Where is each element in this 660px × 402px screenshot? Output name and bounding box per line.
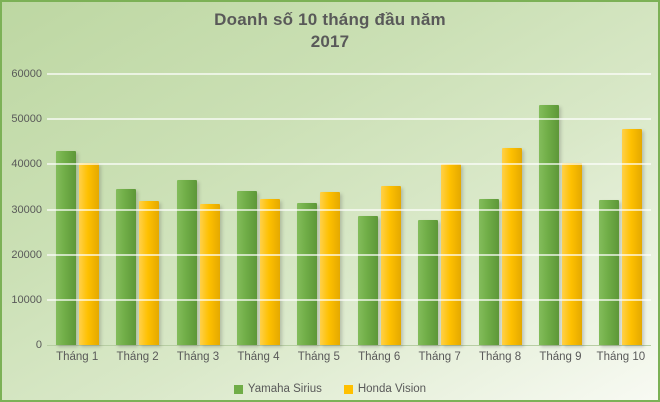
bar-group-8 <box>470 74 530 345</box>
bar-yamaha-sirius-4 <box>236 191 257 345</box>
x-axis-label-8: Tháng 8 <box>478 351 522 363</box>
x-axis-label-6: Tháng 6 <box>358 351 401 363</box>
legend-label-honda-vision: Honda Vision <box>357 383 427 395</box>
gridline-30000 <box>47 208 651 211</box>
x-axis-label-5: Tháng 5 <box>297 351 340 363</box>
y-tick-label-20000: 20000 <box>11 248 42 261</box>
chart-title: Doanh số 10 tháng đầu năm 2017 <box>2 9 658 53</box>
bar-yamaha-sirius-1 <box>55 150 76 345</box>
gridline-60000 <box>47 73 651 75</box>
bar-honda-vision-6 <box>380 186 401 345</box>
bar-honda-vision-8 <box>501 147 522 345</box>
bar-yamaha-sirius-3 <box>176 180 197 345</box>
bar-honda-vision-5 <box>320 191 341 345</box>
bar-group-3 <box>168 74 228 345</box>
x-axis-label-2: Tháng 2 <box>116 351 159 363</box>
legend: Yamaha Sirius Honda Vision <box>2 383 658 395</box>
bar-yamaha-sirius-7 <box>418 220 439 345</box>
gridline-20000 <box>47 253 651 256</box>
legend-label-yamaha-sirius: Yamaha Sirius <box>247 383 322 395</box>
gridline-50000 <box>47 118 651 121</box>
legend-swatch-green-icon <box>233 384 243 394</box>
x-axis-label-1: Tháng 1 <box>56 351 99 363</box>
bar-honda-vision-2 <box>139 201 160 345</box>
y-tick-label-60000: 60000 <box>11 68 42 80</box>
x-axis-label-3: Tháng 3 <box>176 351 220 363</box>
x-axis-label-7: Tháng 7 <box>418 351 461 363</box>
bar-group-2 <box>107 74 167 345</box>
bar-yamaha-sirius-8 <box>478 198 499 345</box>
y-tick-label-30000: 30000 <box>11 203 42 216</box>
bar-honda-vision-10 <box>622 129 643 345</box>
chart-title-line1: Doanh số 10 tháng đầu năm <box>214 10 446 29</box>
y-tick-label-40000: 40000 <box>11 158 42 171</box>
legend-swatch-yellow-icon <box>343 384 353 394</box>
bar-honda-vision-4 <box>259 199 280 345</box>
x-axis-labels: Tháng 1 Tháng 2 Tháng 3 Tháng 4 Tháng 5 Tháng… <box>47 351 651 364</box>
bar-group-6 <box>349 74 409 345</box>
x-axis-label-9: Tháng 9 <box>539 351 582 363</box>
bar-yamaha-sirius-6 <box>357 215 378 345</box>
gridline-40000 <box>47 163 651 166</box>
bar-yamaha-sirius-10 <box>599 200 620 345</box>
bar-group-4 <box>228 74 288 345</box>
y-tick-label-10000: 10000 <box>11 293 42 306</box>
legend-item-yamaha-sirius: Yamaha Sirius <box>233 383 322 395</box>
x-axis-line <box>47 345 651 346</box>
bar-group-10 <box>591 74 651 345</box>
x-axis-label-10: Tháng 10 <box>596 351 646 363</box>
bar-yamaha-sirius-9 <box>538 105 559 345</box>
legend-item-honda-vision: Honda Vision <box>343 383 427 395</box>
bar-yamaha-sirius-5 <box>297 203 318 345</box>
bar-honda-vision-3 <box>199 203 220 345</box>
gridline-10000 <box>47 298 651 301</box>
bar-group-5 <box>289 74 349 345</box>
bar-yamaha-sirius-2 <box>116 188 137 345</box>
chart-title-line2: 2017 <box>310 32 350 51</box>
x-axis-label-4: Tháng 4 <box>237 351 280 363</box>
y-tick-label-50000: 50000 <box>11 113 42 126</box>
plot-area <box>47 73 651 346</box>
y-tick-label-0: 0 <box>35 339 42 351</box>
